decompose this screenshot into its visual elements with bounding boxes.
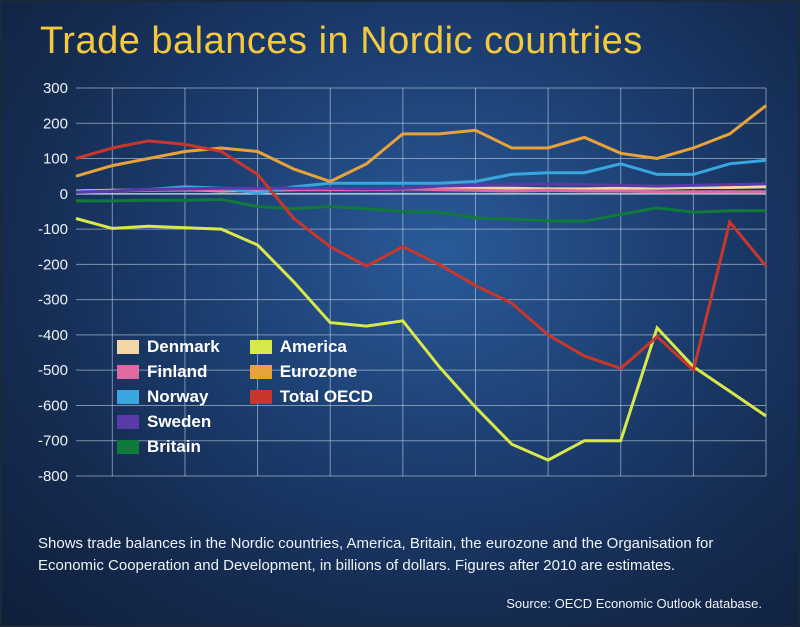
legend-item: Finland — [117, 362, 220, 382]
legend-swatch — [117, 390, 139, 404]
legend-item: Total OECD — [250, 387, 373, 407]
svg-text:-300: -300 — [38, 292, 68, 309]
legend: Denmark Finland Norway Sweden Britain America… — [117, 337, 467, 457]
svg-text:-400: -400 — [38, 327, 68, 344]
legend-swatch — [117, 415, 139, 429]
legend-label: Total OECD — [280, 387, 373, 407]
legend-label: America — [280, 337, 347, 357]
chart-card: Trade balances in Nordic countries 300 20… — [0, 0, 800, 627]
legend-label: Finland — [147, 362, 207, 382]
legend-swatch — [117, 440, 139, 454]
legend-item: Sweden — [117, 412, 220, 432]
svg-text:-200: -200 — [38, 256, 68, 273]
svg-text:0: 0 — [60, 186, 68, 203]
legend-label: Britain — [147, 437, 201, 457]
legend-label: Sweden — [147, 412, 211, 432]
legend-label: Denmark — [147, 337, 220, 357]
svg-text:200: 200 — [43, 115, 68, 132]
legend-swatch — [117, 340, 139, 354]
chart-source: Source: OECD Economic Outlook database. — [506, 596, 762, 611]
legend-swatch — [117, 365, 139, 379]
legend-item: Denmark — [117, 337, 220, 357]
legend-swatch — [250, 390, 272, 404]
svg-text:-100: -100 — [38, 221, 68, 238]
legend-swatch — [250, 365, 272, 379]
chart-caption: Shows trade balances in the Nordic count… — [38, 533, 762, 577]
svg-text:-500: -500 — [38, 362, 68, 379]
legend-label: Eurozone — [280, 362, 357, 382]
svg-text:300: 300 — [43, 82, 68, 97]
legend-item: Norway — [117, 387, 220, 407]
legend-item: Britain — [117, 437, 220, 457]
svg-text:-700: -700 — [38, 433, 68, 450]
legend-item: Eurozone — [250, 362, 373, 382]
legend-item: America — [250, 337, 373, 357]
svg-text:-600: -600 — [38, 397, 68, 414]
svg-text:-800: -800 — [38, 468, 68, 485]
legend-swatch — [250, 340, 272, 354]
legend-column: America Eurozone Total OECD — [250, 337, 373, 457]
legend-column: Denmark Finland Norway Sweden Britain — [117, 337, 220, 457]
svg-text:100: 100 — [43, 151, 68, 168]
legend-label: Norway — [147, 387, 208, 407]
chart-title: Trade balances in Nordic countries — [40, 20, 643, 63]
